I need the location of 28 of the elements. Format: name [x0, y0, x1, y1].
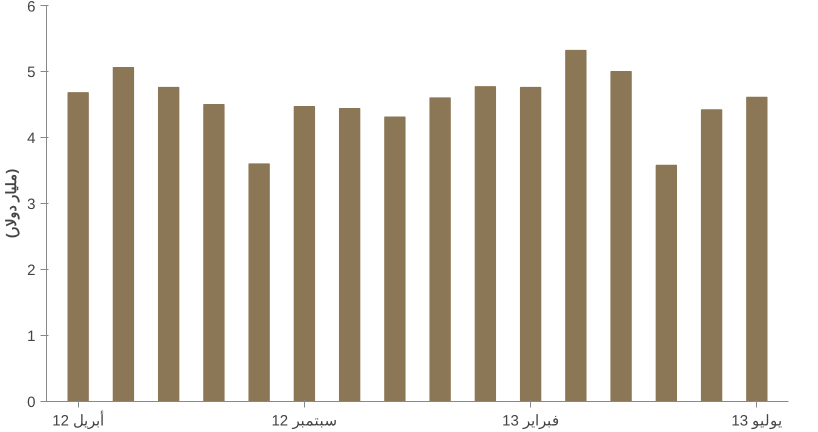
y-axis-title: (مليار دولار): [3, 168, 20, 238]
bar: [656, 164, 678, 402]
x-tick-label: أبريل 12: [52, 410, 104, 430]
bar: [112, 67, 134, 402]
y-tick-label: 6: [27, 0, 36, 16]
bar: [474, 86, 496, 402]
x-tick-label: يوليو 13: [731, 412, 782, 430]
bar: [520, 86, 542, 402]
y-tick-label: 4: [27, 130, 36, 147]
y-tick-label: 3: [27, 196, 36, 213]
y-tick-label: 1: [27, 328, 36, 345]
bar: [248, 163, 270, 402]
bar: [158, 86, 180, 402]
bar: [565, 50, 587, 402]
bar: [338, 108, 360, 402]
bar: [294, 106, 316, 402]
bar: [67, 92, 89, 402]
x-tick-label: فبراير 13: [502, 412, 560, 430]
bar: [700, 109, 722, 402]
bar: [610, 71, 632, 402]
bar: [429, 97, 451, 402]
y-tick-label: 0: [27, 394, 36, 411]
y-tick-label: 5: [27, 64, 36, 81]
x-tick-label: سبتمبر 12: [271, 412, 338, 430]
bar: [203, 104, 225, 402]
bar: [384, 116, 406, 402]
y-tick-label: 2: [27, 262, 36, 279]
bar: [746, 96, 768, 402]
